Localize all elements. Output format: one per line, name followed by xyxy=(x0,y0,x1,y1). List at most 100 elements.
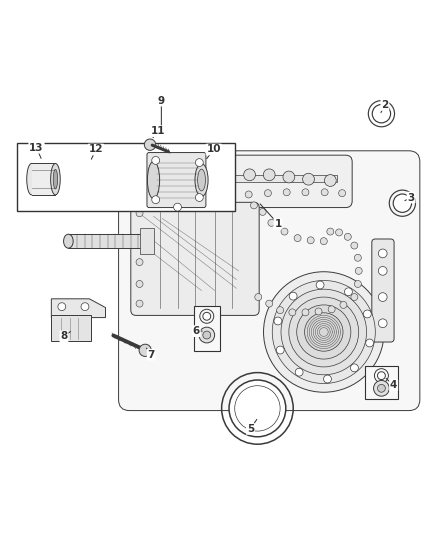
Circle shape xyxy=(265,190,272,197)
Circle shape xyxy=(321,189,328,196)
Circle shape xyxy=(372,104,391,123)
FancyBboxPatch shape xyxy=(145,155,352,207)
Bar xyxy=(155,175,337,182)
Circle shape xyxy=(378,293,387,302)
Circle shape xyxy=(289,292,297,300)
Circle shape xyxy=(378,372,385,379)
Text: 2: 2 xyxy=(381,100,389,110)
Circle shape xyxy=(320,238,327,245)
Circle shape xyxy=(374,381,389,396)
Circle shape xyxy=(327,228,334,235)
Circle shape xyxy=(283,189,290,196)
Circle shape xyxy=(294,235,301,241)
Circle shape xyxy=(297,305,351,359)
Circle shape xyxy=(152,157,159,164)
Circle shape xyxy=(255,294,262,301)
Circle shape xyxy=(136,210,143,217)
Circle shape xyxy=(325,175,336,187)
Bar xyxy=(51,314,91,341)
Circle shape xyxy=(378,319,387,328)
Circle shape xyxy=(268,220,275,227)
Circle shape xyxy=(378,249,387,258)
Circle shape xyxy=(324,375,332,383)
Circle shape xyxy=(303,173,314,185)
Circle shape xyxy=(145,139,155,150)
Circle shape xyxy=(208,198,215,205)
Circle shape xyxy=(203,168,225,190)
FancyBboxPatch shape xyxy=(147,152,206,207)
Circle shape xyxy=(354,254,361,261)
Bar xyxy=(17,143,235,211)
Circle shape xyxy=(351,294,358,301)
Circle shape xyxy=(339,190,346,197)
Circle shape xyxy=(229,380,286,437)
Circle shape xyxy=(136,237,143,244)
Circle shape xyxy=(195,159,203,166)
Circle shape xyxy=(378,266,387,275)
Circle shape xyxy=(198,171,210,183)
Circle shape xyxy=(199,327,215,343)
Circle shape xyxy=(259,208,266,215)
Circle shape xyxy=(203,312,211,320)
Bar xyxy=(32,164,56,195)
Bar xyxy=(68,234,145,248)
Text: 3: 3 xyxy=(407,192,415,203)
Circle shape xyxy=(302,189,309,196)
Circle shape xyxy=(235,386,280,431)
Circle shape xyxy=(340,302,347,309)
Circle shape xyxy=(136,259,143,265)
Circle shape xyxy=(136,280,143,287)
Ellipse shape xyxy=(27,164,36,195)
Circle shape xyxy=(277,306,284,313)
Bar xyxy=(194,306,220,351)
Circle shape xyxy=(81,303,89,311)
Ellipse shape xyxy=(195,164,208,197)
Circle shape xyxy=(315,308,322,315)
Circle shape xyxy=(178,173,190,185)
Text: 10: 10 xyxy=(206,144,221,155)
Bar xyxy=(365,366,398,399)
Circle shape xyxy=(283,171,295,183)
Circle shape xyxy=(154,202,161,209)
Circle shape xyxy=(245,191,252,198)
Circle shape xyxy=(222,169,233,181)
Circle shape xyxy=(345,288,352,296)
Polygon shape xyxy=(51,299,106,318)
Circle shape xyxy=(264,272,384,392)
Circle shape xyxy=(393,194,412,212)
Ellipse shape xyxy=(53,169,58,189)
FancyBboxPatch shape xyxy=(119,151,420,410)
Circle shape xyxy=(189,198,196,205)
Circle shape xyxy=(281,228,288,235)
Circle shape xyxy=(302,309,309,316)
Ellipse shape xyxy=(51,164,60,195)
Circle shape xyxy=(344,233,351,240)
Circle shape xyxy=(173,203,181,211)
Circle shape xyxy=(136,300,143,307)
Circle shape xyxy=(366,339,374,347)
Circle shape xyxy=(274,317,282,325)
Ellipse shape xyxy=(148,161,159,199)
Circle shape xyxy=(364,310,371,318)
Circle shape xyxy=(289,297,359,367)
Text: 1: 1 xyxy=(274,219,282,229)
Text: 6: 6 xyxy=(193,326,200,336)
Circle shape xyxy=(355,268,362,274)
Text: 4: 4 xyxy=(390,380,397,390)
Circle shape xyxy=(81,171,99,188)
Ellipse shape xyxy=(64,234,73,248)
Circle shape xyxy=(307,237,314,244)
Circle shape xyxy=(139,344,151,357)
Circle shape xyxy=(152,196,159,204)
Circle shape xyxy=(354,280,361,287)
Circle shape xyxy=(58,303,66,311)
Circle shape xyxy=(244,169,255,181)
Circle shape xyxy=(263,169,275,181)
Circle shape xyxy=(295,368,303,376)
FancyBboxPatch shape xyxy=(131,203,259,316)
Circle shape xyxy=(195,193,203,201)
Circle shape xyxy=(289,309,296,316)
Text: 7: 7 xyxy=(148,350,155,360)
Circle shape xyxy=(172,200,179,207)
Text: 12: 12 xyxy=(88,144,103,155)
